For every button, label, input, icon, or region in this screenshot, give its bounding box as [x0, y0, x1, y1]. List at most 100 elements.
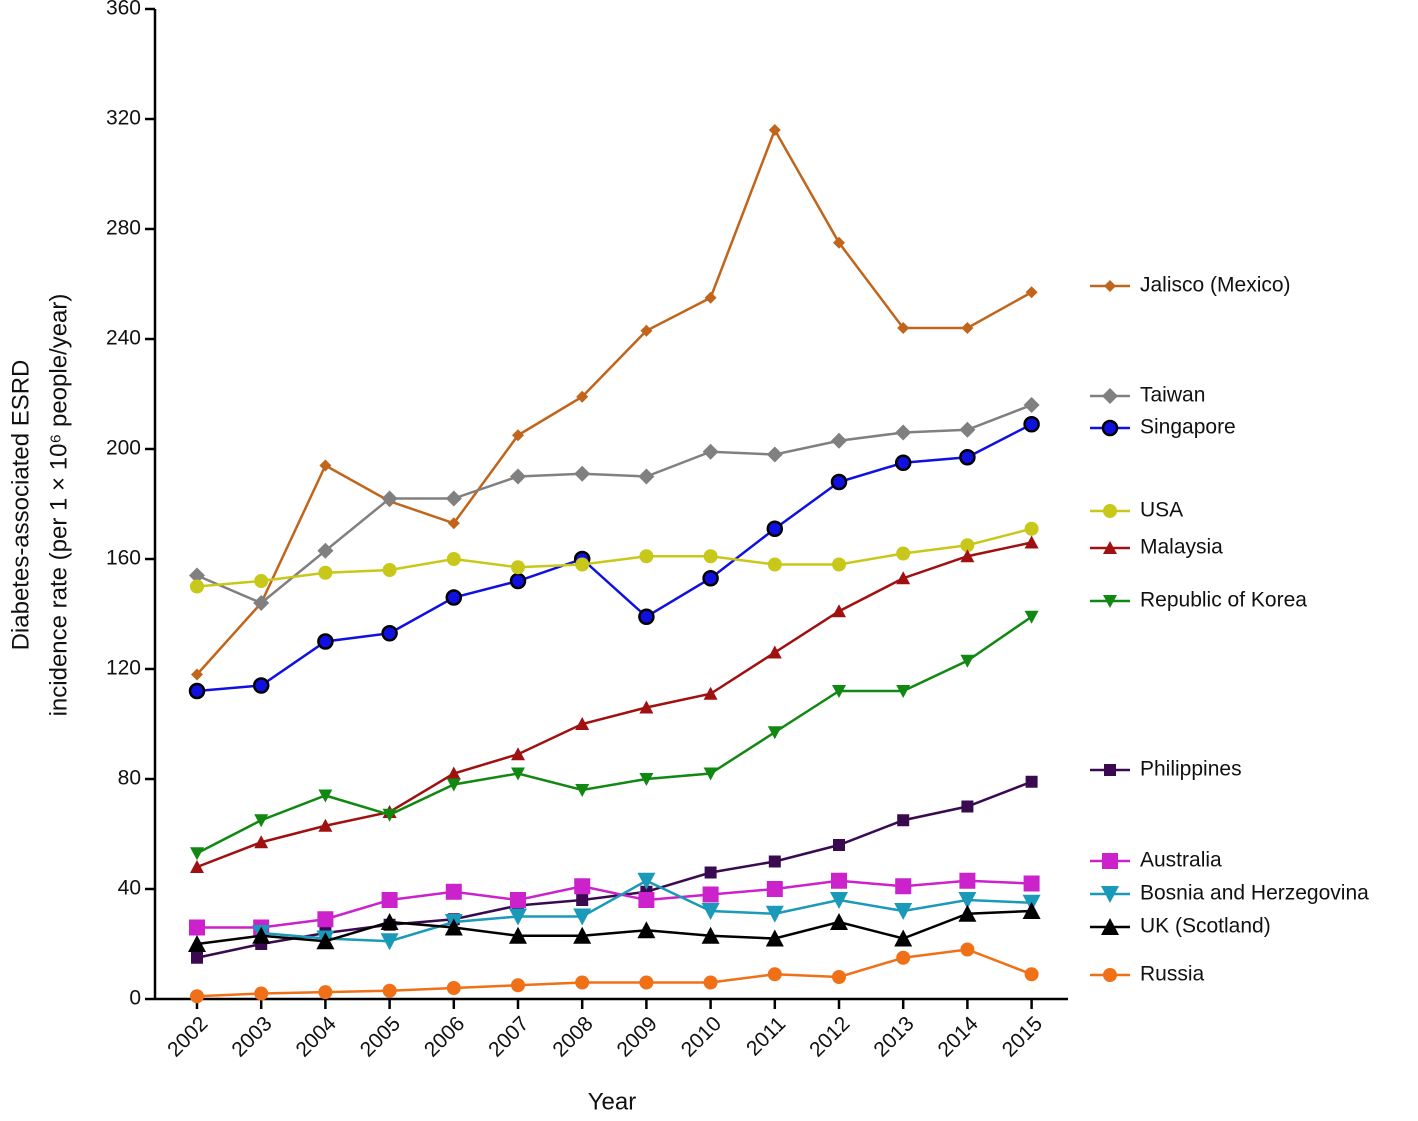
data-point [381, 892, 398, 908]
data-point [959, 872, 976, 889]
data-point [189, 567, 205, 584]
data-point [701, 926, 720, 944]
y-axis-title: Diabetes-associated ESRD [7, 360, 34, 651]
data-point [318, 818, 333, 832]
data-point [576, 390, 589, 403]
data-point [573, 926, 592, 944]
data-point [833, 839, 845, 851]
data-point [254, 574, 269, 588]
data-point [189, 919, 205, 936]
data-point [1024, 521, 1039, 536]
series-line [196, 948, 1033, 998]
data-point [576, 894, 589, 906]
data-point [765, 929, 784, 947]
data-point [253, 595, 270, 611]
data-point [510, 892, 526, 908]
legend-label: Republic of Korea [1140, 589, 1307, 612]
data-point [767, 645, 782, 659]
legend-label: USA [1140, 499, 1183, 522]
data-point [958, 892, 977, 909]
data-point [639, 773, 654, 786]
data-point [511, 747, 525, 761]
data-point [960, 654, 975, 668]
legend-marker [1101, 419, 1119, 437]
data-point [1022, 902, 1041, 919]
y-tick-label: 280 [106, 217, 141, 240]
data-point [894, 454, 912, 471]
data-point [447, 517, 460, 530]
data-point [896, 950, 911, 965]
data-point [382, 808, 397, 822]
data-point [316, 932, 335, 950]
data-point [190, 579, 204, 594]
data-point [254, 986, 269, 1001]
data-point [831, 432, 847, 449]
data-point [1024, 535, 1039, 549]
data-point [1023, 397, 1040, 413]
data-point [317, 633, 334, 650]
data-point [638, 892, 655, 908]
data-point [897, 814, 910, 827]
data-point [190, 847, 204, 861]
data-point [1023, 875, 1040, 892]
data-point [509, 908, 527, 926]
data-point [894, 929, 913, 947]
data-point [703, 767, 718, 781]
data-point [1023, 416, 1040, 433]
legend-marker [1103, 968, 1117, 982]
data-point [252, 677, 270, 694]
data-point [702, 886, 719, 903]
data-point [575, 717, 590, 730]
x-axis-title: Year [588, 1088, 637, 1115]
data-point [830, 913, 848, 930]
data-point [191, 668, 203, 681]
y-tick-label: 0 [129, 987, 141, 1010]
data-point [382, 983, 397, 998]
legend-marker [1103, 504, 1117, 518]
data-point [960, 549, 975, 563]
data-point [446, 981, 461, 995]
legend-marker [1103, 541, 1117, 554]
data-point [959, 449, 976, 466]
x-tick-label: 2004 [292, 1012, 342, 1062]
data-point [380, 913, 399, 930]
x-tick-label: 2010 [677, 1012, 726, 1061]
data-point [511, 767, 525, 781]
legend-marker [1102, 388, 1118, 404]
data-point [639, 700, 654, 714]
data-point [832, 970, 846, 984]
legend-label: Malaysia [1140, 536, 1223, 559]
data-point [573, 908, 592, 926]
legend-marker [1104, 764, 1116, 776]
data-point [511, 560, 525, 575]
data-point [896, 685, 911, 698]
data-point [574, 465, 591, 482]
data-point [575, 975, 590, 990]
data-point [701, 903, 720, 920]
legend-marker [1102, 853, 1118, 869]
legend-label: UK (Scotland) [1140, 915, 1271, 938]
data-point [831, 872, 847, 889]
series-line [196, 909, 1032, 946]
data-point [704, 866, 717, 879]
data-point [1024, 610, 1039, 624]
series-line [196, 527, 1032, 588]
data-point [703, 549, 718, 564]
legend-label: Russia [1140, 963, 1205, 986]
data-point [1025, 286, 1038, 299]
data-point [637, 921, 656, 939]
data-point [252, 926, 271, 944]
data-point [381, 625, 398, 642]
data-point [188, 682, 206, 700]
x-tick-label: 2002 [163, 1012, 212, 1061]
data-point [190, 860, 204, 873]
data-point [960, 538, 975, 553]
data-point [512, 429, 524, 442]
data-point [1025, 775, 1038, 788]
data-point [896, 546, 911, 561]
x-tick-label: 2012 [805, 1012, 854, 1061]
data-point [445, 490, 462, 507]
x-tick-label: 2003 [227, 1012, 276, 1061]
data-point [896, 571, 911, 585]
series-line [196, 423, 1033, 693]
